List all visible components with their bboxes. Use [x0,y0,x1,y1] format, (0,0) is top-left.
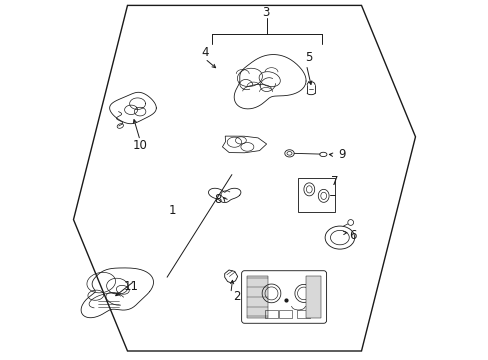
Text: 6: 6 [348,229,356,242]
Bar [246,276,268,318]
Bar [264,310,277,318]
Text: 2: 2 [233,291,241,303]
Bar [297,178,335,212]
Text: 1: 1 [168,204,176,217]
Bar [306,276,320,318]
Bar [297,310,310,318]
Text: 7: 7 [330,175,338,188]
Text: 8: 8 [213,193,221,206]
Text: 3: 3 [262,6,269,19]
Bar [279,310,292,318]
Text: 11: 11 [123,280,138,293]
Text: 5: 5 [305,51,312,64]
Text: 10: 10 [132,139,147,152]
Text: 9: 9 [337,148,345,161]
Text: 4: 4 [201,46,208,59]
